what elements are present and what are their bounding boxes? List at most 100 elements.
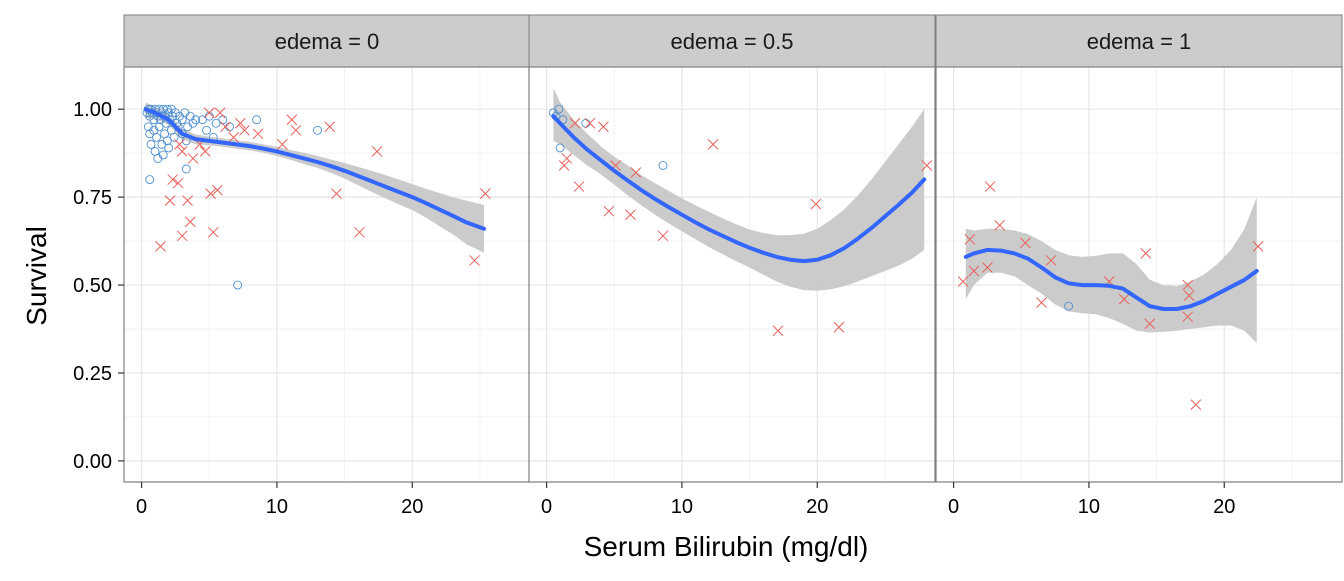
data-point-cross [167,174,179,185]
data-point-cross [573,181,585,192]
smooth-line [143,107,486,231]
data-point-cross [1140,248,1152,259]
facet-strip-label: edema = 0.5 [671,29,794,54]
data-point-cross [207,226,219,238]
data-point-cross [199,146,211,157]
data-point-cross [184,216,196,228]
data-point-cross [1045,255,1057,266]
data-point-cross [239,124,250,136]
data-point-cross [214,107,226,119]
data-point-cross [252,128,264,140]
data-point-circle [198,115,207,125]
data-point-circle [252,115,262,125]
data-point-cross [1036,297,1047,308]
data-point-circle [181,164,191,174]
y-axis-label: Survival [21,226,52,326]
facet-panel: edema = 0 0 10 20 [123,14,531,518]
data-point-circle [202,125,212,135]
data-point-circle [1064,301,1074,311]
data-point-cross [172,177,184,189]
data-point-cross [569,117,581,129]
x-tick-label: 20 [1213,496,1235,518]
data-point-cross [561,153,573,164]
data-point-cross [371,146,383,157]
data-point-circle [658,161,668,170]
facet-strip [935,14,1343,68]
data-point-circle [555,143,565,153]
data-point-cross [354,226,365,238]
data-point-cross [331,188,342,199]
data-point-cross [1144,318,1156,330]
data-point-cross [584,117,596,129]
data-point-cross [164,195,176,206]
data-point-cross [1190,399,1202,410]
data-point-circle [145,175,155,184]
data-point-cross [276,139,288,150]
data-point-circle [554,104,564,114]
x-tick-label: 10 [266,496,288,518]
data-point-cross [286,114,298,126]
facet-strip-label: edema = 1 [1087,29,1192,54]
facet-strip-label: edema = 0 [275,29,380,54]
data-point-cross [558,160,570,171]
data-point-cross [1182,279,1194,291]
smooth-line [551,114,927,264]
facet-strip [528,14,936,68]
data-point-circle [152,132,161,142]
data-point-circle [233,280,243,290]
smooth-line [963,247,1259,311]
data-point-cross [176,230,188,242]
x-axis-label: Serum Bilirubin (mg/dl) [584,531,869,562]
data-point-cross [964,233,976,245]
data-point-cross [772,325,784,337]
data-point-cross [1183,290,1195,301]
data-point-cross [235,117,246,129]
facet-panel: edema = 0.5 0 10 20 [528,14,936,518]
x-tick-label: 0 [948,496,959,518]
data-point-cross [469,255,480,266]
data-point-circle [191,115,201,125]
x-tick-label: 20 [806,496,828,518]
x-tick-label: 10 [671,496,693,518]
data-point-cross [290,124,302,136]
data-point-cross [1252,241,1264,252]
data-point-cross [203,107,215,119]
data-point-cross [657,230,669,242]
data-point-cross [982,262,993,273]
confidence-band [553,88,925,291]
data-point-cross [174,139,185,150]
data-point-circle [158,150,168,160]
data-point-circle [313,125,322,135]
data-point-circle [164,143,174,153]
panel-border [528,66,936,483]
y-tick-label: 0.00 [73,451,112,473]
data-point-cross [1118,293,1130,305]
data-point-cross [625,209,636,221]
data-point-cross [957,276,969,287]
data-point-circle [154,122,164,132]
data-point-cross [968,265,980,277]
data-point-cross [603,205,615,217]
data-point-cross [598,121,609,133]
data-point-cross [228,131,239,143]
data-point-cross [155,241,166,252]
data-point-cross [187,153,199,164]
panel-border [935,66,1343,483]
x-tick-label: 0 [541,496,552,518]
data-point-cross [810,198,822,210]
x-tick-label: 10 [1078,496,1100,518]
data-point-circle [162,136,172,146]
data-point-circle [146,139,156,149]
facet-strip [123,14,531,68]
data-point-cross [921,160,933,171]
data-point-cross [630,167,642,178]
y-tick-label: 0.25 [73,363,112,385]
y-tick-label: 0.50 [73,275,112,297]
data-point-cross [833,321,845,333]
data-point-cross [182,195,193,206]
x-tick-label: 20 [401,496,423,518]
y-tick-label: 0.75 [73,187,112,209]
data-point-cross [220,121,231,133]
data-point-cross [212,184,223,196]
